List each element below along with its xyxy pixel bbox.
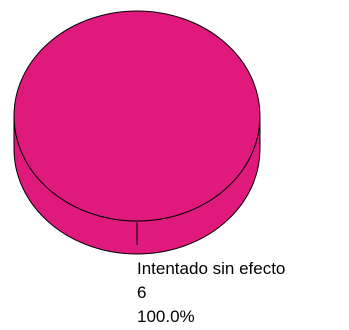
slice-label-value: 6	[137, 283, 146, 302]
slice-label-percent: 100.0%	[137, 307, 195, 326]
pie-slice-0	[13, 10, 261, 222]
pie-layer	[13, 10, 261, 255]
slice-label-name: Intentado sin efecto	[137, 259, 285, 278]
